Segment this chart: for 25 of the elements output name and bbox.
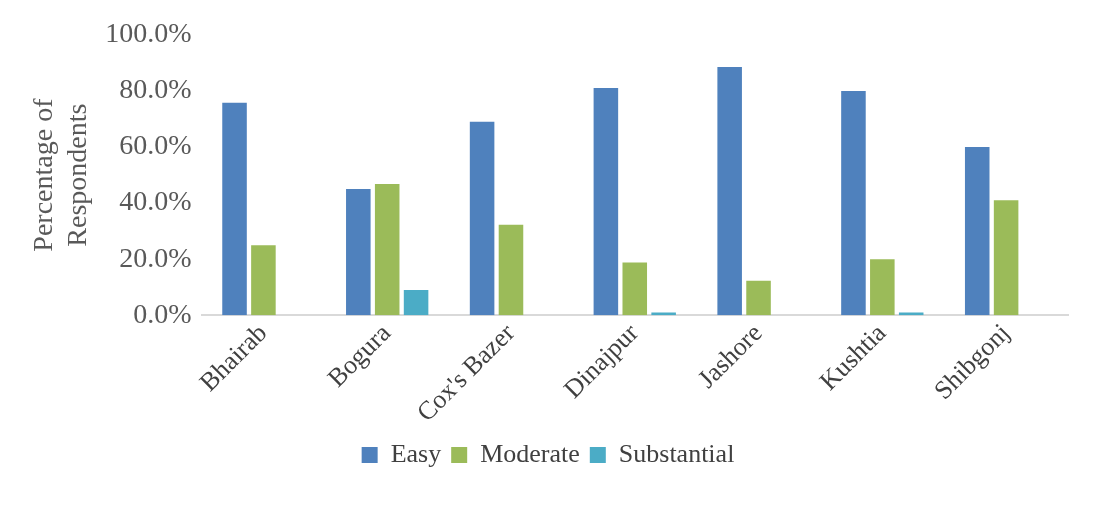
legend-label: Moderate (480, 438, 580, 468)
bar (222, 102, 247, 316)
y-tick-label: 40.0% (119, 185, 192, 217)
bar (746, 280, 771, 316)
y-tick-label: 100.0% (105, 17, 192, 49)
bar (593, 88, 619, 316)
bar (346, 189, 371, 316)
bar (374, 184, 400, 316)
bar (993, 200, 1019, 316)
bar (403, 290, 429, 316)
bar (841, 90, 866, 316)
legend-label: Easy (390, 438, 442, 468)
y-tick-label: 20.0% (119, 241, 192, 273)
bar (964, 147, 990, 316)
bar (251, 245, 276, 316)
y-tick-label: 60.0% (119, 129, 192, 161)
y-tick-label: 0.0% (133, 297, 192, 329)
bar (469, 121, 495, 316)
bar (622, 262, 648, 316)
bar (717, 67, 742, 316)
y-axis-title: Percentage of Respondents (27, 97, 92, 252)
legend-label: Substantial (618, 438, 735, 468)
bar (870, 259, 895, 316)
bar (498, 224, 524, 316)
y-tick-label: 80.0% (119, 73, 192, 105)
